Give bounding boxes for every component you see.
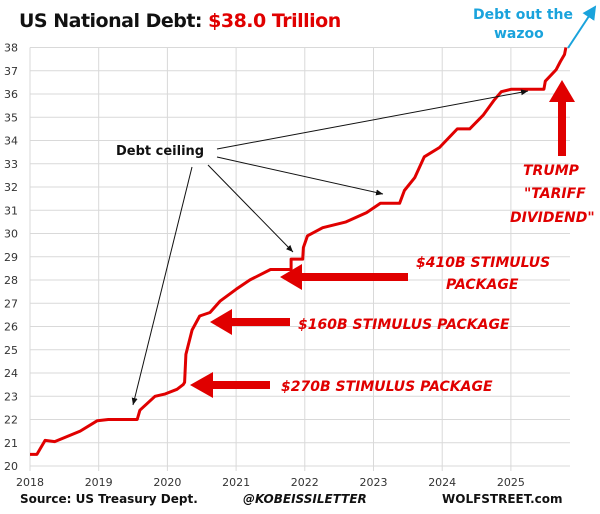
source-label: Source: US Treasury Dept. <box>20 492 198 506</box>
debt-ceiling-arrow <box>207 164 294 253</box>
y-tick-label: 22 <box>4 414 18 427</box>
arrow-160 <box>210 309 290 335</box>
y-tick-label: 24 <box>4 367 18 380</box>
y-tick-label: 29 <box>4 251 18 264</box>
x-tick-label: 2023 <box>360 476 388 489</box>
stim-410-label-1: $410B STIMULUS <box>416 255 550 271</box>
arrow-410 <box>280 264 408 290</box>
y-tick-label: 31 <box>4 204 18 217</box>
wazoo-label-1: Debt out the <box>473 7 573 23</box>
x-tick-label: 2021 <box>222 476 250 489</box>
y-tick-label: 30 <box>4 228 18 241</box>
wazoo-label-2: wazoo <box>494 26 544 42</box>
arrow-270 <box>190 372 270 398</box>
y-tick-label: 25 <box>4 344 18 357</box>
x-tick-label: 2025 <box>497 476 525 489</box>
y-tick-label: 27 <box>4 297 18 310</box>
y-tick-label: 37 <box>4 65 18 78</box>
y-tick-label: 35 <box>4 111 18 124</box>
y-tick-label: 28 <box>4 274 18 287</box>
debt-ceiling-arrow <box>216 156 384 196</box>
stim-410-label-2: PACKAGE <box>446 277 519 293</box>
y-tick-label: 21 <box>4 437 18 450</box>
debt-ceiling-arrow <box>216 89 529 150</box>
stimulus-arrows <box>190 80 575 398</box>
y-tick-label: 23 <box>4 390 18 403</box>
x-tick-label: 2019 <box>85 476 113 489</box>
debt-ceiling-arrow <box>131 166 193 406</box>
stim-270-label: $270B STIMULUS PACKAGE <box>281 379 493 395</box>
site-label: WOLFSTREET.com <box>442 492 563 506</box>
handle-label: @KOBEISSILETTER <box>243 492 367 506</box>
x-tick-label: 2020 <box>153 476 181 489</box>
trump-label-3: DIVIDEND" <box>510 210 595 226</box>
trump-label-1: TRUMP <box>523 163 580 179</box>
arrow-trump <box>549 80 575 156</box>
chart-title: US National Debt: $38.0 Trillion <box>19 10 341 32</box>
y-tick-label: 20 <box>4 460 18 473</box>
debt-line <box>30 47 568 456</box>
y-tick-label: 33 <box>4 158 18 171</box>
x-tick-label: 2022 <box>291 476 319 489</box>
y-tick-label: 26 <box>4 321 18 334</box>
y-tick-label: 34 <box>4 135 18 148</box>
trump-label-2: "TARIFF <box>524 186 586 202</box>
wazoo-arrow <box>567 5 597 49</box>
stim-160-label: $160B STIMULUS PACKAGE <box>298 317 510 333</box>
y-tick-label: 38 <box>4 42 18 55</box>
y-tick-label: 32 <box>4 181 18 194</box>
y-tick-label: 36 <box>4 88 18 101</box>
debt-ceiling-label: Debt ceiling <box>116 144 204 159</box>
x-tick-label: 2024 <box>428 476 456 489</box>
x-tick-label: 2018 <box>16 476 44 489</box>
